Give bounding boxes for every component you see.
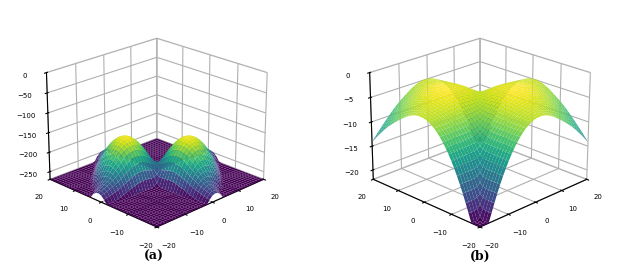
Text: (b): (b) xyxy=(470,250,490,263)
Text: (a): (a) xyxy=(143,250,164,263)
